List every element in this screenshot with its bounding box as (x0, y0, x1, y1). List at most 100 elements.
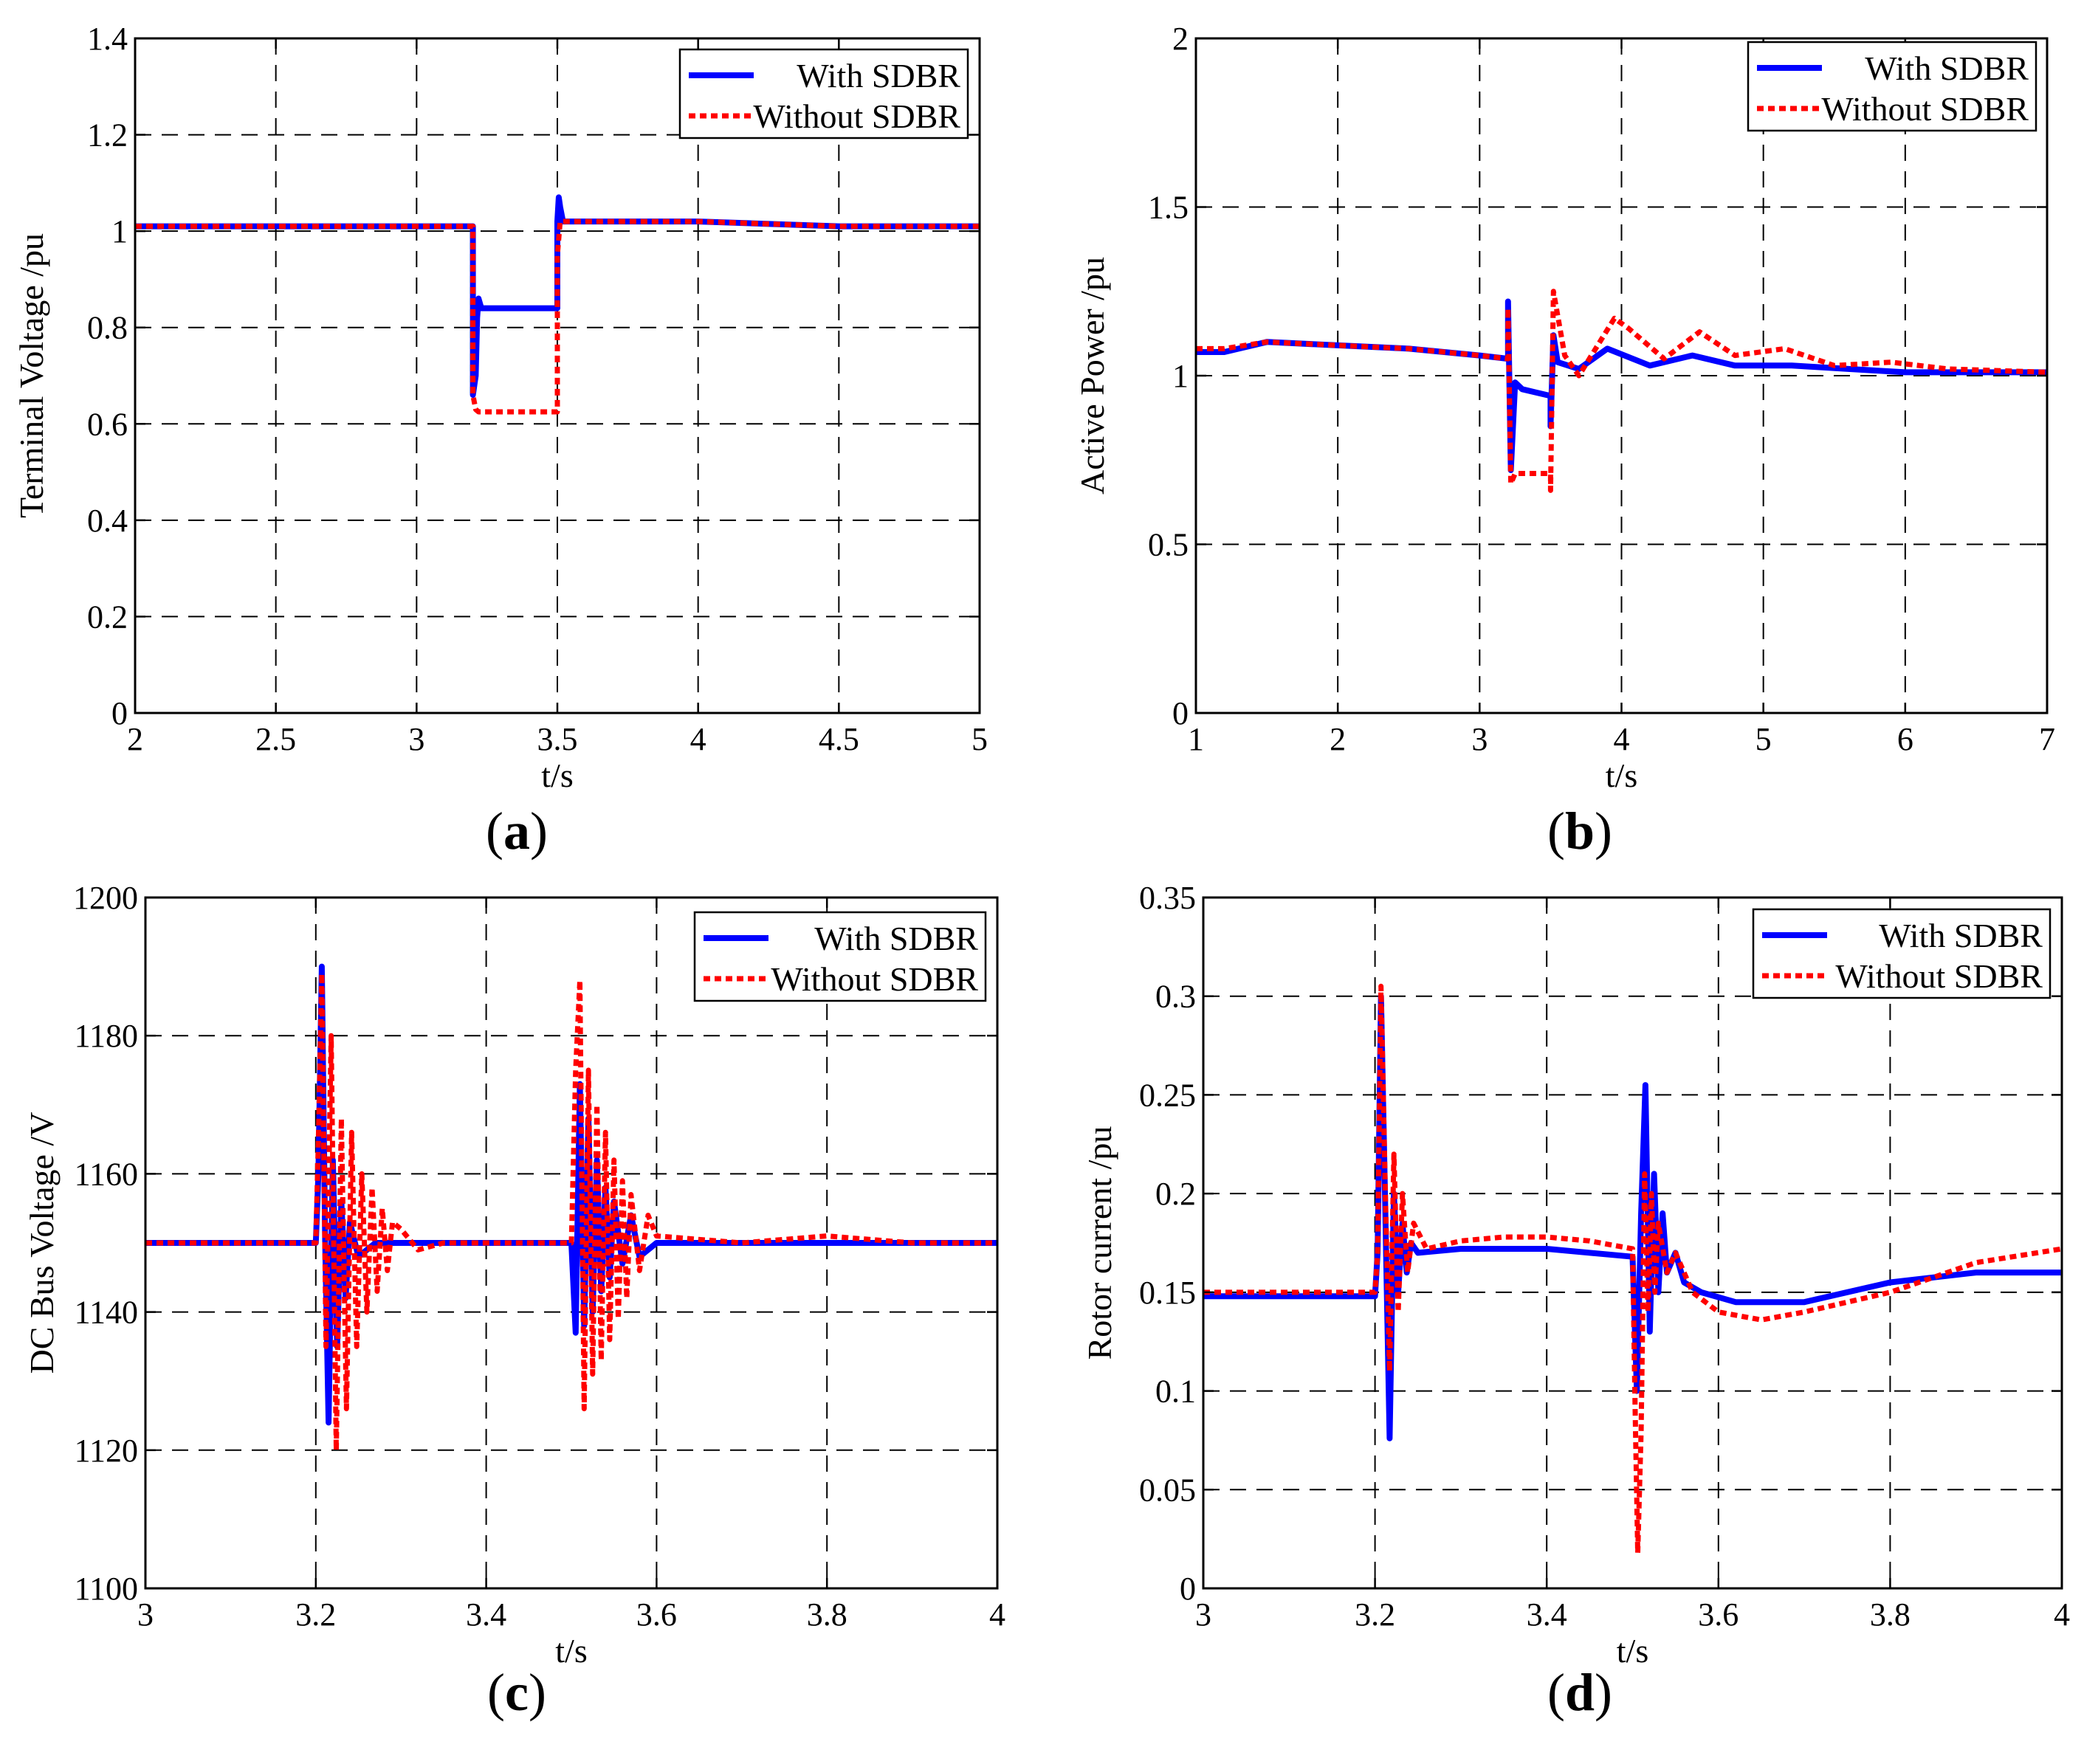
panel-label-open: ( (1547, 1663, 1565, 1722)
x-tick-label: 3 (1195, 1596, 1211, 1633)
x-tick-label: 3 (408, 721, 424, 757)
y-tick-label: 0.25 (1139, 1077, 1196, 1113)
legend-box (678, 48, 969, 139)
x-tick-label: 4 (1614, 721, 1630, 757)
x-tick-label: 3.4 (466, 1596, 506, 1633)
chart-panel-c: 3 3.2 3.4 3.6 3.8 4 1100 1120 1140 1160 1180 1200 t/… (23, 880, 1005, 1722)
y-tick-label: 1.5 (1148, 190, 1189, 226)
y-tick-label: 0 (1172, 695, 1189, 731)
x-tick-label: 3 (137, 1596, 154, 1633)
x-tick-label: 3.6 (1698, 1596, 1739, 1633)
y-tick-label: 0.05 (1139, 1472, 1196, 1508)
x-tick-label: 3 (1471, 721, 1488, 757)
panel-label: (c) (487, 1663, 546, 1722)
legend-without-sdbr-label: Without SDBR (1835, 957, 2043, 995)
x-axis-label: t/s (541, 757, 573, 794)
panel-label-close: ) (1595, 1663, 1612, 1722)
x-axis-label: t/s (1617, 1632, 1648, 1670)
x-axis-label: t/s (555, 1632, 587, 1670)
panel-label: (d) (1547, 1663, 1612, 1722)
y-tick-label: 1.4 (87, 21, 128, 57)
x-tick-label: 3.8 (1870, 1596, 1911, 1633)
y-tick-label: 0.8 (87, 310, 128, 346)
chart-panel-d: 3 3.2 3.4 3.6 3.8 4 0 0.05 0.1 0.15 0.2 0.25 0.3 0.35… (1081, 880, 2070, 1722)
y-axis-label: DC Bus Voltage /V (23, 1112, 61, 1374)
y-tick-label: 0 (1180, 1571, 1196, 1607)
panel-label-open: ( (486, 802, 503, 861)
x-tick-label: 2.5 (255, 721, 296, 757)
x-axis-label: t/s (1606, 757, 1637, 794)
x-tick-label: 4 (2054, 1596, 2070, 1633)
x-tick-label: 3.2 (295, 1596, 336, 1633)
panel-label-letter: d (1565, 1663, 1595, 1722)
plot-frame (1202, 896, 2063, 1590)
y-tick-label: 2 (1172, 21, 1189, 57)
y-tick-label: 0.5 (1148, 527, 1189, 563)
y-tick-label: 1 (1172, 358, 1189, 394)
chart-panel-b: 1 2 3 4 5 6 7 0 0.5 1 1.5 2 t/s Active Power /pu With … (1073, 21, 2055, 861)
chart-panel-a: 2 2.5 3 3.5 4 4.5 5 0 0.2 0.4 0.6 0.8 1 1.2 1.4 t/s Term… (13, 21, 988, 861)
y-axis-label: Terminal Voltage /pu (13, 233, 50, 518)
y-tick-label: 0.6 (87, 406, 128, 442)
legend-with-sdbr-label: With SDBR (814, 920, 978, 957)
x-tick-label: 4 (989, 1596, 1005, 1633)
panel-label-letter: c (505, 1663, 529, 1722)
series-with-sdbr (135, 194, 980, 399)
y-axis-label: Active Power /pu (1073, 257, 1111, 495)
y-tick-label: 0.1 (1155, 1374, 1196, 1410)
legend-with-sdbr-label: With SDBR (1865, 49, 2029, 87)
x-tick-label: 5 (971, 721, 988, 757)
plot-area (1203, 897, 2062, 1588)
y-tick-label: 1100 (75, 1571, 138, 1607)
y-tick-label: 0.15 (1139, 1275, 1196, 1311)
series-without-sdbr (1196, 289, 2048, 493)
x-tick-label: 5 (1755, 721, 1772, 757)
legend-without-sdbr-label: Without SDBR (771, 960, 978, 998)
panel-label-open: ( (487, 1663, 505, 1722)
x-tick-label: 3.5 (537, 721, 578, 757)
panel-label-close: ) (529, 1663, 546, 1722)
y-tick-label: 0 (111, 695, 128, 731)
panel-label-letter: a (503, 802, 530, 861)
x-tick-label: 3.8 (807, 1596, 847, 1633)
x-tick-label: 3.2 (1355, 1596, 1395, 1633)
series-without-sdbr (1203, 983, 2063, 1556)
y-axis-label: Rotor current /pu (1081, 1126, 1118, 1360)
series-without-sdbr (135, 218, 980, 415)
legend-with-sdbr-label: With SDBR (1879, 917, 2043, 954)
x-tick-label: 3.4 (1527, 1596, 1567, 1633)
x-tick-label: 4 (690, 721, 706, 757)
y-tick-label: 1200 (73, 880, 138, 916)
legend-box (1747, 41, 2037, 132)
legend-box (1752, 908, 2052, 999)
x-tick-label: 6 (1897, 721, 1913, 757)
y-tick-label: 0.3 (1155, 979, 1196, 1015)
panel-label: (b) (1547, 802, 1612, 861)
x-tick-label: 3.6 (636, 1596, 677, 1633)
y-tick-label: 1120 (75, 1433, 138, 1469)
y-tick-label: 1180 (75, 1018, 138, 1054)
panel-label-close: ) (530, 802, 548, 861)
x-tick-label: 4.5 (819, 721, 859, 757)
y-tick-label: 0.4 (87, 503, 128, 539)
panels: 2 2.5 3 3.5 4 4.5 5 0 0.2 0.4 0.6 0.8 1 1.2 1.4 t/s Term… (13, 21, 2070, 1722)
legend-without-sdbr-label: Without SDBR (1821, 90, 2029, 128)
y-tick-label: 0.35 (1139, 880, 1196, 916)
panel-label: (a) (486, 802, 548, 861)
x-tick-label: 2 (1330, 721, 1346, 757)
y-tick-label: 1 (111, 213, 128, 249)
y-tick-label: 1160 (75, 1156, 138, 1192)
x-tick-label: 7 (2039, 721, 2055, 757)
x-tick-label: 1 (1188, 721, 1204, 757)
series-without-sdbr (145, 971, 997, 1453)
legend-box (693, 911, 987, 1002)
panel-label-letter: b (1565, 802, 1595, 861)
plot-frame (144, 896, 999, 1590)
legend-without-sdbr-label: Without SDBR (753, 97, 960, 135)
legend-with-sdbr-label: With SDBR (797, 57, 960, 94)
